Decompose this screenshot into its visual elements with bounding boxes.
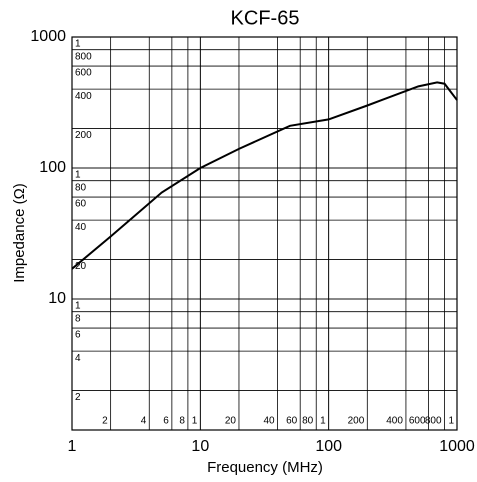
- y-minor-label: 200: [75, 130, 92, 141]
- y-minor-label: 4: [75, 353, 81, 364]
- y-axis-title: Impedance (Ω): [11, 183, 28, 283]
- x-minor-label: 6: [163, 416, 169, 427]
- y-minor-label: 1: [75, 301, 81, 312]
- x-tick-label: 1: [68, 438, 77, 455]
- y-minor-label: 80: [75, 182, 87, 193]
- x-tick-label: 100: [315, 438, 342, 455]
- x-minor-label: 400: [386, 416, 403, 427]
- y-minor-label: 800: [75, 51, 92, 62]
- x-minor-label: 1: [320, 416, 326, 427]
- x-minor-label: 2: [102, 416, 108, 427]
- y-minor-label: 1: [75, 170, 81, 181]
- x-minor-label: 4: [141, 416, 147, 427]
- y-tick-label: 10: [48, 290, 66, 307]
- x-minor-label: 600: [409, 416, 426, 427]
- x-minor-label: 200: [348, 416, 365, 427]
- x-tick-label: 10: [191, 438, 209, 455]
- y-minor-label: 8: [75, 313, 81, 324]
- y-tick-label: 100: [39, 159, 66, 176]
- x-minor-label: 8: [179, 416, 185, 427]
- y-minor-label: 1: [75, 39, 81, 50]
- x-minor-label: 40: [263, 416, 275, 427]
- x-minor-label: 80: [302, 416, 314, 427]
- y-minor-label: 6: [75, 330, 81, 341]
- y-minor-label: 400: [75, 91, 92, 102]
- y-tick-label: 1000: [30, 28, 66, 45]
- plot-frame: [71, 36, 458, 431]
- y-minor-label: 20: [75, 261, 87, 272]
- x-axis-title: Frequency (MHz): [207, 459, 323, 476]
- x-minor-label: 1: [448, 416, 454, 427]
- x-minor-label: 1: [192, 416, 198, 427]
- x-minor-label: 800: [425, 416, 442, 427]
- impedance-curve: [71, 81, 458, 270]
- chart-title: KCF-65: [231, 7, 300, 29]
- y-minor-label: 60: [75, 199, 87, 210]
- y-minor-label: 40: [75, 222, 87, 233]
- y-minor-label: 600: [75, 68, 92, 79]
- y-minor-label: 2: [75, 392, 81, 403]
- x-minor-label: 20: [225, 416, 237, 427]
- x-minor-label: 60: [286, 416, 298, 427]
- x-tick-label: 1000: [439, 438, 475, 455]
